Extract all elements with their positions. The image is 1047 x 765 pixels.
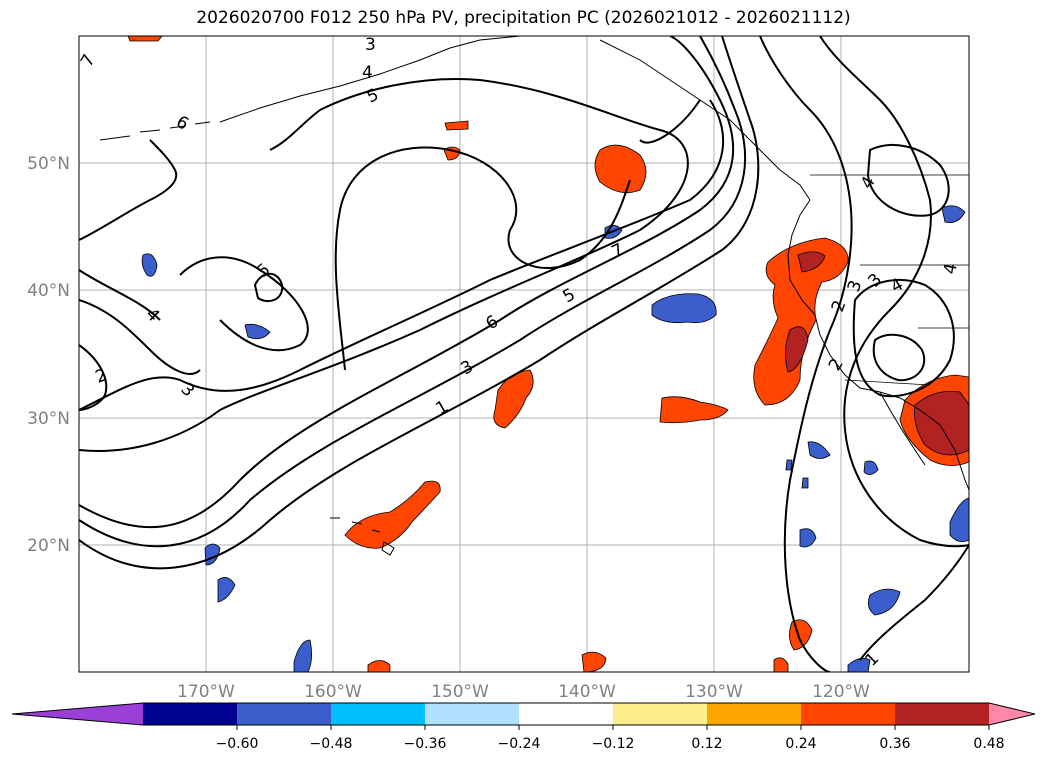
colorbar-extend-high	[989, 703, 1035, 725]
pv-contour	[79, 36, 735, 529]
map-frame	[78, 35, 970, 673]
colorbar-segment	[519, 703, 614, 725]
coastlines	[99, 36, 969, 556]
colorbar	[11, 702, 1036, 726]
lon-label: 150°W	[431, 682, 489, 702]
precip-core	[914, 390, 969, 456]
pv-contour	[866, 144, 950, 217]
precip-blob	[581, 651, 607, 672]
pv-contour	[759, 36, 853, 672]
precip-blob	[941, 205, 966, 223]
pv-contour	[79, 269, 201, 375]
pv-contour	[79, 139, 178, 241]
contour-label: 4	[362, 63, 373, 83]
lon-label: 140°W	[558, 682, 616, 702]
colorbar-ticks: −0.60 −0.48 −0.36 −0.24 −0.12 0.12 0.24 0.36 0.4…	[216, 725, 1005, 752]
colorbar-segment	[425, 703, 520, 725]
pv-contour	[79, 78, 689, 452]
colorbar-segment	[707, 703, 802, 725]
latitude-labels: 50°N 40°N 30°N 20°N	[27, 154, 70, 556]
pv-contour	[79, 99, 725, 411]
map-area: 7 3 4 5 6 5 4 3 2 7 5 6 3 1 4 3 2 2 3 4 …	[79, 35, 969, 672]
pv-contour	[334, 146, 631, 371]
pv-contours	[79, 36, 969, 672]
colorbar-tick-label: −0.48	[310, 736, 353, 752]
precip-negative	[141, 205, 969, 672]
lon-label: 130°W	[685, 682, 743, 702]
precip-blob	[753, 237, 849, 406]
colorbar-extend-low	[12, 703, 143, 725]
precip-blob	[807, 441, 831, 459]
colorbar-tick-label: 0.12	[691, 736, 722, 752]
precip-blob	[217, 577, 236, 603]
precip-blob	[659, 396, 729, 424]
precip-blob	[867, 588, 901, 616]
colorbar-segment	[613, 703, 708, 725]
lat-label: 40°N	[27, 281, 70, 301]
lon-label: 160°W	[304, 682, 362, 702]
colorbar-tick-label: −0.12	[592, 736, 635, 752]
precip-blob	[863, 460, 879, 475]
precip-core	[797, 251, 826, 273]
colorbar-tick-label: 0.48	[973, 736, 1004, 752]
colorbar-tick-label: −0.24	[498, 736, 541, 752]
north-america-coast	[787, 199, 969, 491]
colorbar-segment	[237, 703, 332, 725]
precip-blob	[799, 528, 817, 548]
lat-label: 50°N	[27, 154, 70, 174]
lat-label: 30°N	[27, 409, 70, 429]
pv-contour	[819, 36, 969, 548]
contour-label: 4	[940, 262, 962, 276]
precip-blob	[344, 480, 441, 549]
precip-blob	[773, 657, 789, 672]
hawaii-islands	[330, 517, 395, 556]
precip-blob	[444, 120, 469, 131]
colorbar-segment	[895, 703, 990, 725]
gridlines	[79, 36, 969, 672]
alaska-coast	[219, 36, 521, 123]
lat-label: 20°N	[27, 536, 70, 556]
precip-blob	[244, 323, 271, 340]
alaska-panhandle	[599, 39, 811, 201]
precip-blob	[141, 253, 158, 277]
colorbar-outline	[11, 702, 1036, 726]
border-lines	[810, 174, 969, 386]
precip-blob	[367, 660, 391, 672]
baja-coast	[879, 391, 926, 466]
precip-blob	[785, 459, 793, 471]
map-title: 2026020700 F012 250 hPa PV, precipitatio…	[196, 8, 851, 28]
longitude-labels: 170°W 160°W 150°W 140°W 130°W 120°W	[177, 682, 870, 702]
precip-blob	[847, 657, 871, 672]
lon-label: 170°W	[177, 682, 235, 702]
precip-blob	[594, 144, 647, 194]
colorbar-segment	[801, 703, 896, 725]
colorbar-segment	[331, 703, 426, 725]
precip-blob	[651, 293, 717, 324]
colorbar-tick-label: 0.36	[879, 736, 910, 752]
precip-blob	[293, 639, 312, 672]
precip-core	[785, 326, 809, 373]
colorbar-tick-label: −0.60	[216, 736, 259, 752]
colorbar-segment	[143, 703, 238, 725]
contour-label: 3	[365, 35, 376, 55]
pv-contour	[872, 333, 926, 382]
pv-contour	[79, 36, 760, 570]
lon-label: 120°W	[812, 682, 870, 702]
pv-contour	[852, 279, 955, 398]
pv-contour	[179, 256, 309, 352]
colorbar-tick-label: −0.36	[404, 736, 447, 752]
precip-blob	[801, 477, 809, 489]
pv-contour	[859, 544, 969, 661]
aleutian-islands	[99, 121, 211, 141]
pv-contour	[253, 272, 284, 303]
pv-contour	[79, 344, 108, 411]
precip-blob	[127, 36, 163, 42]
precip-blob	[949, 497, 969, 543]
colorbar-tick-label: 0.24	[785, 736, 816, 752]
pv-contour	[79, 36, 746, 548]
pv-contour	[639, 99, 701, 144]
